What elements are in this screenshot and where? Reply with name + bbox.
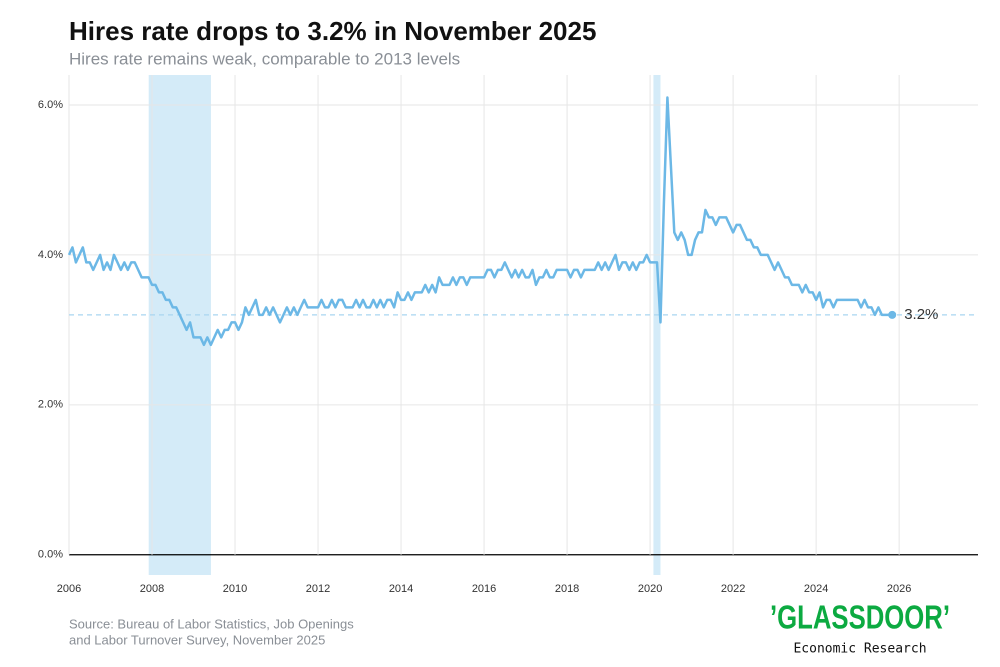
recession-shade (148, 75, 211, 575)
x-tick-label: 2020 (638, 583, 662, 595)
source: and Labor Turnover Survey, November 2025 (69, 632, 325, 647)
x-tick-label: 2024 (804, 583, 828, 595)
chart-title: Hires rate drops to 3.2% in November 202… (69, 16, 596, 46)
x-tick-label: 2006 (57, 583, 81, 595)
x-tick-label: 2010 (223, 583, 247, 595)
x-tick-label: 2026 (887, 583, 911, 595)
x-tick-label: 2018 (555, 583, 579, 595)
y-tick-label: 0.0% (38, 549, 63, 561)
end-label: 3.2% (904, 306, 938, 323)
x-tick-label: 2012 (306, 583, 330, 595)
x-tick-label: 2022 (721, 583, 745, 595)
logo-subtitle: Economic Research (793, 642, 926, 657)
x-tick-label: 2016 (472, 583, 496, 595)
y-tick-label: 4.0% (38, 249, 63, 261)
y-tick-label: 2.0% (38, 399, 63, 411)
y-tick-label: 6.0% (38, 99, 63, 111)
logo: ’GLASSDOOR’ (770, 599, 950, 636)
end-point (888, 310, 897, 319)
x-tick-label: 2008 (140, 583, 164, 595)
chart-subtitle: Hires rate remains weak, comparable to 2… (69, 49, 460, 68)
source: Source: Bureau of Labor Statistics, Job … (69, 616, 354, 631)
recession-shade (653, 75, 661, 575)
x-tick-label: 2014 (389, 583, 413, 595)
line (67, 96, 893, 347)
